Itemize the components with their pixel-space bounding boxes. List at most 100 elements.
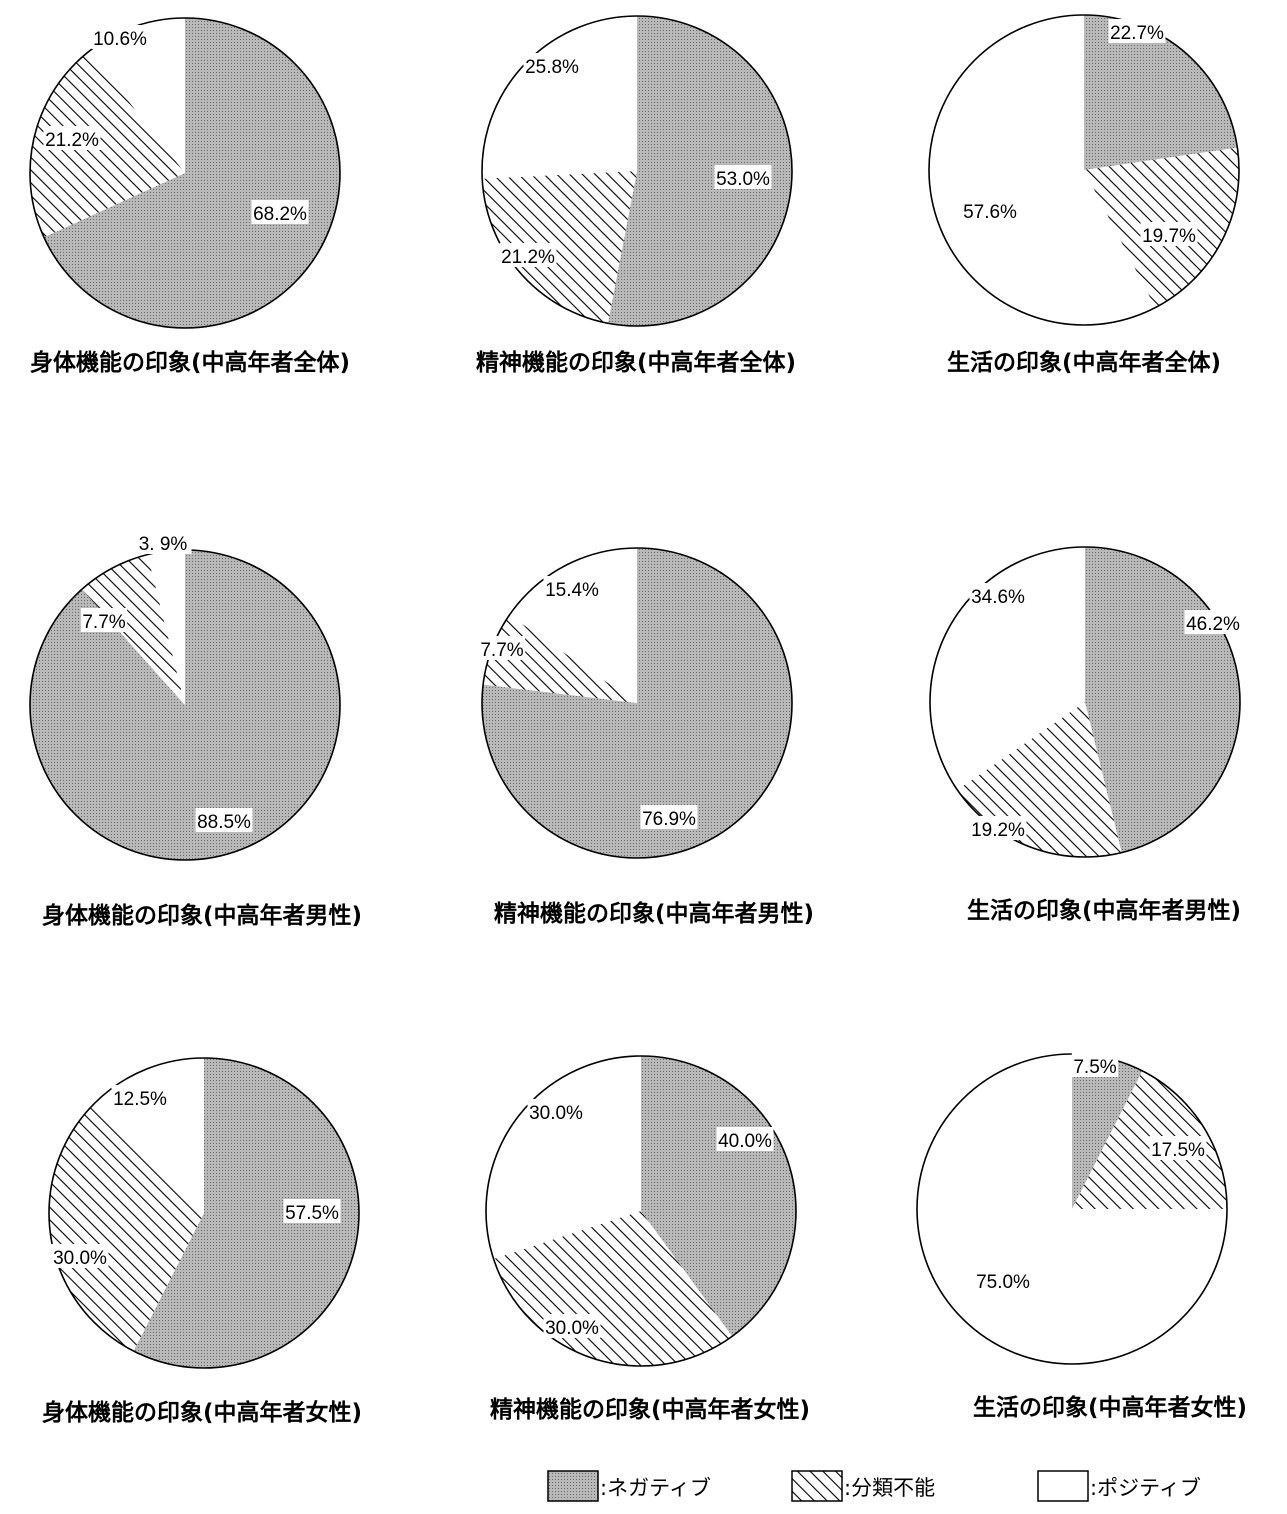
chart-title: 身体機能の印象(中高年者女性): [42, 1399, 362, 1426]
slice-label-background: [543, 576, 601, 600]
slice-label-background: [961, 198, 1019, 222]
pie-slice-positive: [147, 550, 185, 705]
slice-label-background: [499, 243, 557, 267]
slice-label: 40.0%: [718, 1131, 772, 1152]
slice-label: 21.2%: [45, 130, 99, 151]
slice-label-background: [523, 53, 581, 77]
legend-label-unclassifiable: :分類不能: [844, 1476, 935, 1500]
pie-slice-positive: [89, 18, 185, 173]
slice-label-background: [1184, 610, 1242, 634]
slice-label-background: [1071, 1053, 1119, 1077]
pie-chart: 88.5% 7.7% 3. 9% 身体機能の印象(中高年者男性): [29, 530, 362, 929]
slice-label-background: [283, 1199, 341, 1223]
pie-slice-unclassifiable: [81, 554, 185, 705]
slice-label-background: [251, 200, 309, 224]
slice-label-background: [134, 530, 192, 554]
slice-label-background: [543, 1314, 601, 1338]
slice-label-background: [1140, 222, 1198, 246]
slice-label-background: [51, 1244, 109, 1268]
pie-outline: [481, 15, 793, 327]
slice-label: 12.5%: [113, 1089, 167, 1110]
slice-label-background: [43, 126, 101, 150]
legend-swatch-unclassifiable: [791, 1470, 843, 1502]
slice-label-background: [478, 636, 526, 660]
slice-label: 75.0%: [976, 1272, 1030, 1293]
pie-outline: [929, 546, 1241, 858]
slice-label: 76.9%: [642, 809, 696, 830]
chart-title: 生活の印象(中高年者全体): [947, 349, 1221, 376]
slice-label-background: [714, 165, 772, 189]
slice-label-background: [640, 805, 698, 829]
chart-title: 身体機能の印象(中高年者全体): [30, 349, 350, 376]
slice-label-background: [80, 608, 128, 632]
slice-label: 57.6%: [963, 202, 1017, 223]
slice-label: 53.0%: [716, 169, 770, 190]
pie-chart: 68.2% 21.2% 10.6% 身体機能の印象(中高年者全体): [29, 17, 350, 376]
slice-label-background: [111, 1085, 169, 1109]
pie-slice-positive: [928, 14, 1156, 325]
slice-label-background: [527, 1099, 585, 1123]
pie-outline: [48, 1057, 360, 1369]
slice-label: 30.0%: [545, 1318, 599, 1339]
slice-label-background: [969, 583, 1027, 607]
pie-slice-negative: [607, 15, 793, 326]
pie-outline: [481, 547, 793, 859]
slice-label: 15.4%: [545, 580, 599, 601]
slice-label-background: [974, 1268, 1032, 1292]
pie-chart: 7.5% 17.5% 75.0% 生活の印象(中高年者女性): [916, 1053, 1247, 1421]
pie-outline: [928, 14, 1240, 326]
pie-chart: 57.5% 30.0% 12.5% 身体機能の印象(中高年者女性): [42, 1057, 362, 1426]
slice-label-background: [969, 816, 1027, 840]
pie-chart: 76.9% 7.7% 15.4% 精神機能の印象(中高年者男性): [478, 547, 814, 927]
slice-label: 46.2%: [1186, 614, 1240, 635]
slice-label-background: [1108, 19, 1166, 43]
pie-chart: 53.0% 21.2% 25.8% 精神機能の印象(中高年者全体): [476, 15, 796, 376]
legend-label-negative: :ネガティブ: [600, 1476, 711, 1500]
slice-label-background: [1149, 1136, 1207, 1160]
pie-slice-positive: [486, 1056, 641, 1259]
pie-outline: [485, 1055, 797, 1367]
legend: :ネガティブ :分類不能 :ポジティブ: [547, 1470, 1201, 1502]
slice-label: 30.0%: [529, 1103, 583, 1124]
slice-label: 10.6%: [93, 29, 147, 50]
slice-label: 7.5%: [1073, 1057, 1116, 1078]
chart-title: 身体機能の印象(中高年者男性): [42, 902, 362, 929]
chart-title: 精神機能の印象(中高年者女性): [490, 1396, 810, 1423]
pie-slice-negative: [133, 1058, 359, 1368]
pie-slice-unclassifiable: [48, 1103, 204, 1352]
legend-swatch-positive: [1037, 1470, 1089, 1502]
pie-slice-negative: [1084, 15, 1238, 170]
slice-label: 7.7%: [82, 612, 125, 633]
pie-slice-negative: [641, 1056, 797, 1337]
legend-swatch-negative: [547, 1470, 599, 1502]
pie-slice-negative: [43, 18, 340, 328]
pie-slice-unclassifiable: [29, 51, 185, 238]
pie-slice-positive: [509, 548, 637, 703]
slice-label: 34.6%: [971, 587, 1025, 608]
pie-outline: [29, 17, 341, 329]
pie-slice-negative: [1072, 1054, 1143, 1209]
slice-label: 19.7%: [1142, 226, 1196, 247]
slice-label: 25.8%: [525, 57, 579, 78]
chart-title: 生活の印象(中高年者女性): [973, 1394, 1247, 1421]
chart-title: 精神機能の印象(中高年者男性): [494, 900, 814, 927]
slice-label-background: [91, 25, 149, 49]
slice-label-background: [716, 1127, 774, 1151]
pie-chart: 40.0% 30.0% 30.0% 精神機能の印象(中高年者女性): [485, 1055, 810, 1423]
legend-label-positive: :ポジティブ: [1090, 1476, 1201, 1500]
chart-title: 精神機能の印象(中高年者全体): [476, 349, 796, 376]
pie-slice-positive: [482, 16, 637, 179]
slice-label: 68.2%: [253, 204, 307, 225]
slice-label: 3. 9%: [139, 534, 188, 555]
slice-label: 17.5%: [1151, 1140, 1205, 1161]
pie-slice-unclassifiable: [482, 171, 637, 324]
slice-label-background: [195, 808, 253, 832]
slice-label: 88.5%: [197, 812, 251, 833]
slice-label: 19.2%: [971, 820, 1025, 841]
pie-slice-negative: [481, 548, 792, 858]
slice-label: 30.0%: [53, 1248, 107, 1269]
pie-chart: 22.7% 19.7% 57.6% 生活の印象(中高年者全体): [928, 14, 1240, 376]
slice-label: 22.7%: [1110, 23, 1164, 44]
pie-chart: 46.2% 19.2% 34.6% 生活の印象(中高年者男性): [929, 546, 1242, 924]
